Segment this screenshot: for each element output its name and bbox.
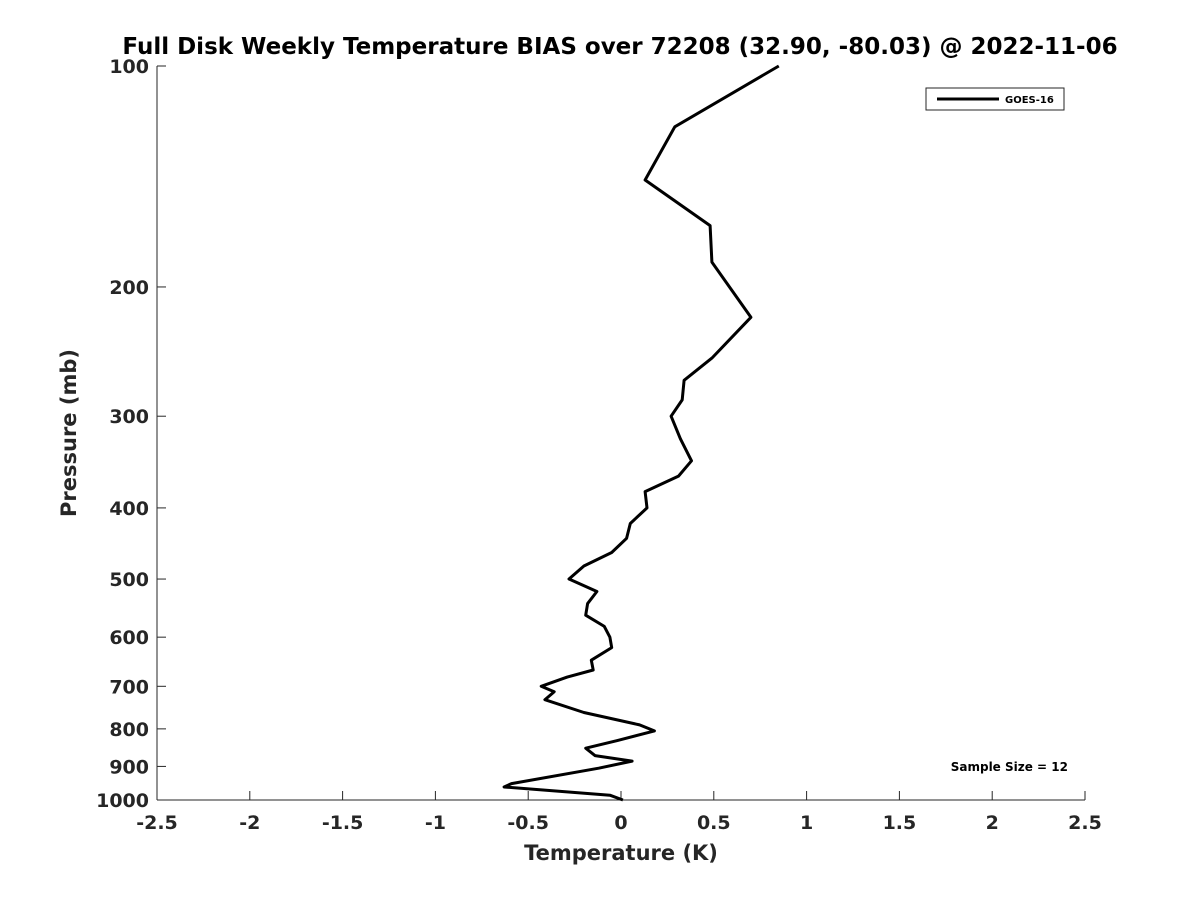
x-tick-label: -0.5 (507, 812, 549, 834)
x-tick-label: -1.5 (322, 812, 364, 834)
y-tick-label: 900 (109, 756, 149, 778)
x-tick-label: 1 (800, 812, 813, 834)
x-tick-label: -2.5 (136, 812, 178, 834)
sample-size-annotation: Sample Size = 12 (951, 760, 1068, 774)
x-tick-label: 2.5 (1068, 812, 1102, 834)
y-axis-ticks: 100 200 300 400 500 600 700 800 900 1000 (96, 56, 166, 812)
series-layer (502, 64, 780, 802)
y-tick-label: 800 (109, 719, 149, 741)
chart-title: Full Disk Weekly Temperature BIAS over 7… (122, 34, 1117, 60)
x-tick-label: 0.5 (697, 812, 731, 834)
x-axis-ticks: -2.5 -2 -1.5 -1 -0.5 0 0.5 1 1.5 2 2.5 (136, 791, 1102, 834)
y-tick-label: 1000 (96, 790, 149, 812)
plot-axes (156, 66, 1085, 801)
y-tick-label: 100 (109, 56, 149, 78)
x-tick-label: 2 (986, 812, 999, 834)
y-tick-label: 700 (109, 676, 149, 698)
legend-label-goes-16: GOES-16 (1005, 95, 1054, 106)
y-tick-label: 200 (109, 277, 149, 299)
y-tick-label: 600 (109, 627, 149, 649)
x-tick-label: -2 (239, 812, 260, 834)
y-axis-label: Pressure (mb) (57, 349, 81, 517)
x-tick-label: 1.5 (883, 812, 917, 834)
x-axis-label: Temperature (K) (524, 841, 718, 865)
series-line-goes-16 (502, 64, 780, 802)
y-tick-label: 500 (109, 569, 149, 591)
x-tick-label: 0 (614, 812, 627, 834)
y-tick-label: 300 (109, 406, 149, 428)
y-tick-label: 400 (109, 498, 149, 520)
legend: GOES-16 (925, 87, 1065, 111)
x-tick-label: -1 (425, 812, 446, 834)
